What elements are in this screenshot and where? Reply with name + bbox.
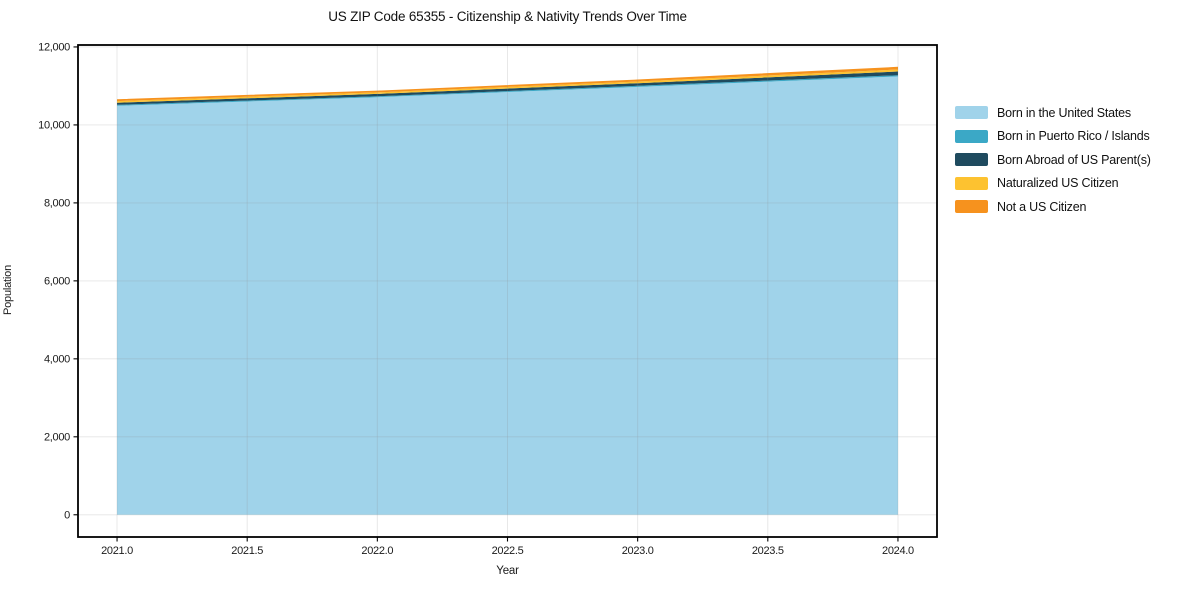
gridlines — [78, 45, 937, 537]
legend-swatch-puerto-rico — [955, 129, 988, 143]
legend-item-naturalized: Naturalized US Citizen — [955, 172, 1151, 196]
legend-swatch-born-us — [955, 106, 988, 120]
plot-frame — [77, 44, 938, 538]
axis-tick-labels: 0 2,000 4,000 6,000 8,000 10,000 12,000 2021.0 2… — [38, 42, 914, 557]
svg-text:6,000: 6,000 — [44, 276, 70, 288]
legend-item-born-us: Born in the United States — [955, 101, 1151, 125]
legend-item-born-abroad: Born Abroad of US Parent(s) — [955, 148, 1151, 172]
legend-item-not-citizen: Not a US Citizen — [955, 195, 1151, 219]
svg-text:2024.0: 2024.0 — [882, 545, 914, 557]
legend-label-not-citizen: Not a US Citizen — [997, 199, 1087, 214]
svg-text:2023.0: 2023.0 — [622, 545, 654, 557]
svg-text:2022.0: 2022.0 — [361, 545, 393, 557]
svg-text:2022.5: 2022.5 — [492, 545, 524, 557]
svg-text:10,000: 10,000 — [38, 120, 70, 132]
svg-text:4,000: 4,000 — [44, 354, 70, 366]
svg-text:2023.5: 2023.5 — [752, 545, 784, 557]
svg-text:2021.5: 2021.5 — [231, 545, 263, 557]
stacked-areas — [117, 66, 898, 515]
svg-text:8,000: 8,000 — [44, 198, 70, 210]
svg-text:0: 0 — [64, 510, 70, 522]
legend-swatch-not-citizen — [955, 200, 988, 214]
legend-label-naturalized: Naturalized US Citizen — [997, 176, 1119, 191]
svg-text:2021.0: 2021.0 — [101, 545, 133, 557]
legend-label-born-abroad: Born Abroad of US Parent(s) — [997, 152, 1151, 167]
legend-swatch-born-abroad — [955, 153, 988, 167]
x-axis-label: Year — [496, 565, 519, 577]
svg-text:12,000: 12,000 — [38, 42, 70, 54]
legend: Born in the United States Born in Puerto… — [955, 101, 1151, 219]
legend-swatch-naturalized — [955, 176, 988, 190]
legend-label-born-us: Born in the United States — [997, 105, 1131, 120]
chart-title: US ZIP Code 65355 - Citizenship & Nativi… — [328, 9, 687, 24]
svg-text:2,000: 2,000 — [44, 432, 70, 444]
legend-item-puerto-rico: Born in Puerto Rico / Islands — [955, 125, 1151, 149]
legend-label-puerto-rico: Born in Puerto Rico / Islands — [997, 129, 1150, 144]
y-axis-label: Population — [2, 265, 14, 315]
